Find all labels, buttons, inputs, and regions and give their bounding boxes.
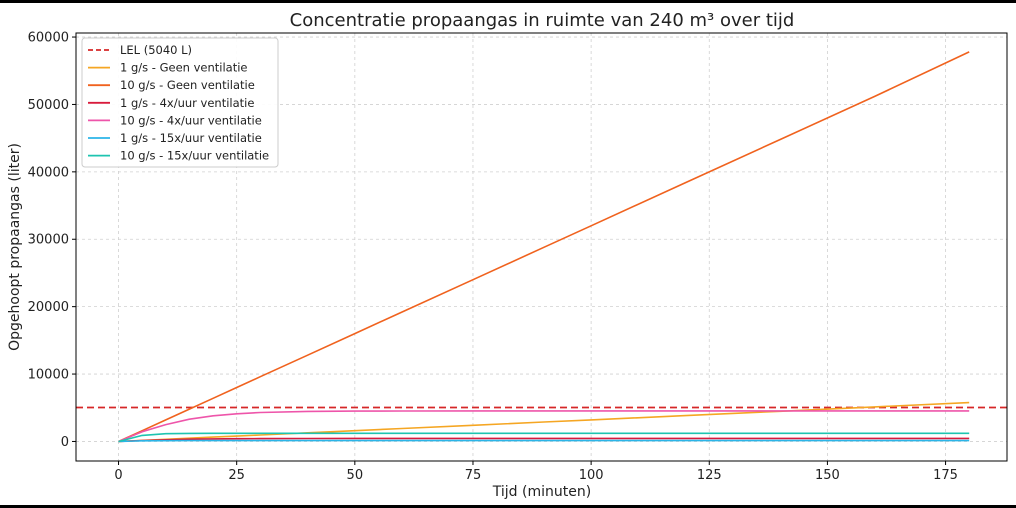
legend-label: LEL (5040 L): [120, 43, 192, 57]
legend-label: 10 g/s - 4x/uur ventilatie: [120, 113, 262, 127]
x-tick-label: 125: [697, 468, 722, 483]
series-line-1: [118, 401, 970, 443]
legend-box: [81, 37, 279, 168]
series-line-4: [118, 410, 970, 443]
x-tick-label: 175: [933, 468, 958, 483]
series-line-5: [118, 439, 970, 443]
top-border: [0, 0, 1016, 3]
bottom-border: [0, 505, 1016, 508]
x-axis-title: Tijd (minuten): [492, 484, 591, 500]
x-tick-label: 150: [815, 468, 840, 483]
y-tick-label: 60000: [28, 31, 69, 46]
x-tick-label: 50: [347, 468, 364, 483]
series-lines: [76, 51, 1007, 443]
series-line-6: [118, 432, 970, 443]
x-tick-label: 25: [228, 468, 245, 483]
x-tick-label: 75: [465, 468, 482, 483]
chart-title: Concentratie propaangas in ruimte van 24…: [290, 10, 795, 31]
legend-label: 10 g/s - Geen ventilatie: [120, 78, 255, 92]
y-tick-label: 30000: [28, 233, 69, 248]
y-axis-title: Opgehoopt propaangas (liter): [7, 143, 23, 351]
legend-label: 1 g/s - Geen ventilatie: [120, 61, 248, 75]
series-line-3: [118, 437, 970, 443]
x-tick-label: 0: [114, 468, 122, 483]
axis-ticks: 0 25 50 75 100 125 150 175 0 10000 20000 30000 40000…: [28, 31, 958, 483]
y-tick-label: 0: [61, 435, 69, 450]
legend: LEL (5040 L) 1 g/s - Geen ventilatie 10 g/…: [81, 37, 279, 168]
legend-label: 1 g/s - 4x/uur ventilatie: [120, 96, 254, 110]
y-tick-label: 10000: [28, 368, 69, 383]
legend-label: 10 g/s - 15x/uur ventilatie: [120, 149, 269, 163]
series-line-2: [118, 51, 970, 443]
y-tick-label: 50000: [28, 98, 69, 113]
x-tick-label: 100: [579, 468, 604, 483]
y-tick-label: 20000: [28, 300, 69, 315]
y-tick-label: 40000: [28, 165, 69, 180]
grid: [76, 33, 1007, 461]
legend-label: 1 g/s - 15x/uur ventilatie: [120, 131, 262, 145]
plot-area-frame: [75, 32, 1008, 462]
